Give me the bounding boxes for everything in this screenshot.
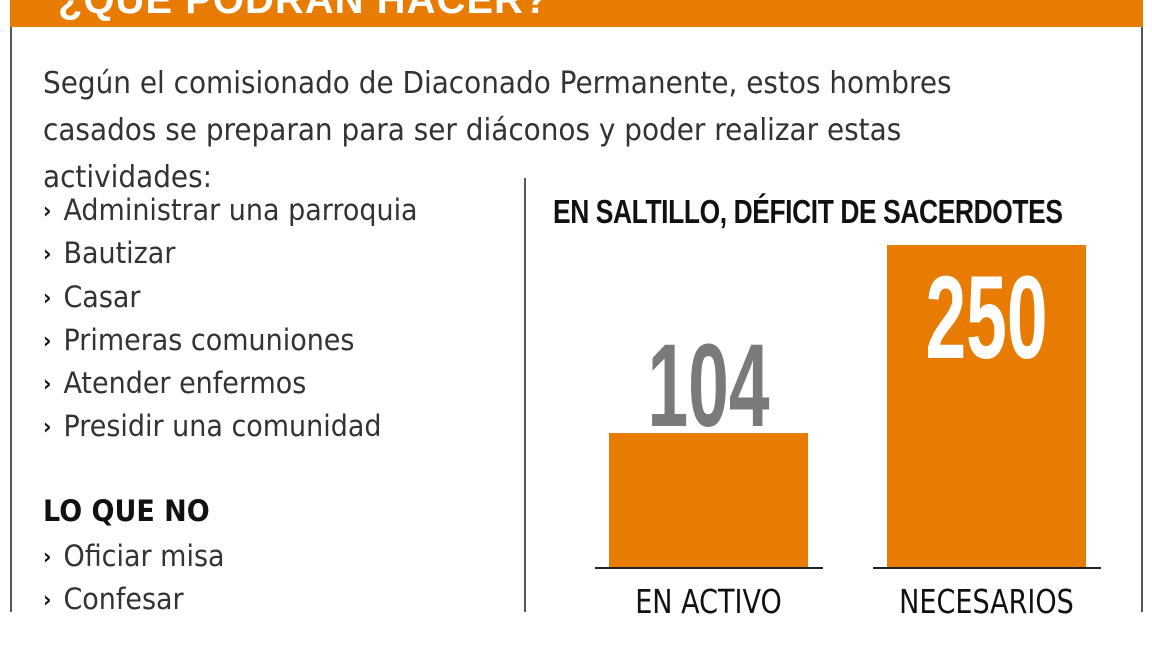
- list-item-label: Atender enfermos: [63, 366, 307, 401]
- chevron-right-icon: ›: [43, 545, 52, 570]
- bar: [887, 245, 1086, 567]
- chevron-right-icon: ›: [43, 415, 52, 441]
- list-item: › Atender enfermos: [43, 362, 418, 405]
- intro-text: Según el comisionado de Diaconado Perman…: [43, 66, 952, 195]
- list-item: › Confesar: [43, 578, 225, 621]
- category-label: EN ACTIVO: [635, 583, 782, 621]
- column-divider: [524, 178, 526, 612]
- list-item-label: Confesar: [63, 582, 184, 617]
- chevron-right-icon: ›: [43, 285, 52, 311]
- list-item-label: Oficiar misa: [63, 539, 225, 573]
- list-item-label: Primeras comuniones: [63, 322, 355, 357]
- header-title: ¿QUÉ PODRÁN HACER?: [58, 0, 550, 22]
- list-item: › Administrar una parroquia: [43, 189, 418, 232]
- can-do-list: › Administrar una parroquia › Bautizar › Ca…: [43, 189, 446, 449]
- list-item: › Bautizar: [43, 232, 418, 275]
- bar: [609, 433, 808, 567]
- list-item-label: Bautizar: [63, 236, 176, 271]
- cannot-title: LO QUE NO: [43, 494, 210, 528]
- list-item-label: Casar: [63, 279, 141, 314]
- frame-border-left: [10, 27, 12, 612]
- cannot-list: › Oficiar misa › Confesar: [43, 535, 238, 622]
- baseline: [595, 567, 823, 569]
- list-item: › Oficiar misa: [43, 535, 225, 578]
- chevron-right-icon: ›: [43, 372, 52, 398]
- list-item-label: Administrar una parroquia: [63, 193, 418, 227]
- list-item: › Primeras comuniones: [43, 319, 418, 362]
- chevron-right-icon: ›: [43, 242, 52, 268]
- chart-title: EN SALTILLO, DÉFICIT DE SACERDOTES: [553, 193, 1063, 230]
- list-item: › Presidir una comunidad: [43, 405, 418, 448]
- baseline: [873, 567, 1101, 569]
- data-label: 104: [647, 319, 769, 451]
- chevron-right-icon: ›: [43, 588, 52, 614]
- frame-border-right: [1141, 27, 1143, 612]
- chevron-right-icon: ›: [43, 199, 52, 224]
- category-label: NECESARIOS: [899, 583, 1074, 621]
- header-banner: ¿QUÉ PODRÁN HACER?: [10, 0, 1143, 27]
- list-item-label: Presidir una comunidad: [63, 409, 382, 444]
- list-item: › Casar: [43, 276, 418, 319]
- data-label: 250: [925, 251, 1047, 383]
- chevron-right-icon: ›: [43, 328, 52, 354]
